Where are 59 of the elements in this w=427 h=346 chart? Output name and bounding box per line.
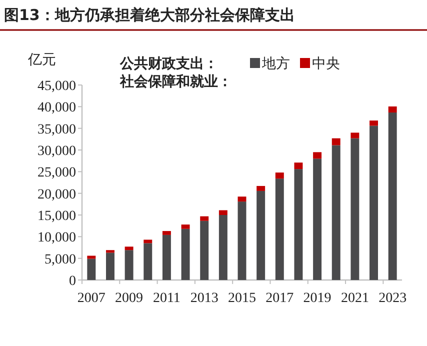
bar (313, 152, 322, 159)
bar (388, 106, 397, 113)
bar (124, 246, 134, 250)
x-tick-label: 2019 (303, 291, 332, 306)
x-tick-label: 2011 (152, 291, 180, 306)
bar (181, 224, 190, 229)
bar (313, 158, 322, 280)
bar (275, 172, 284, 179)
y-axis-title: 亿元 (27, 52, 56, 68)
bar (144, 240, 152, 244)
bar (370, 120, 378, 126)
bar (332, 138, 340, 146)
bar (200, 220, 209, 280)
text: 公共财政支出： (119, 56, 218, 72)
x-tick-label: 2009 (115, 291, 144, 306)
bar (294, 169, 303, 280)
bar (294, 162, 303, 170)
bar (106, 252, 114, 280)
legend-label: 地方 (261, 56, 290, 72)
bar (218, 210, 228, 215)
y-tick-label: 10,000 (38, 230, 76, 246)
bar (275, 178, 284, 280)
bar (256, 186, 266, 191)
bar (370, 126, 378, 280)
bar (162, 234, 171, 280)
y-tick-label: 25,000 (38, 166, 76, 181)
bar (218, 215, 228, 280)
bar (256, 190, 266, 280)
bar (388, 112, 397, 280)
chart-title: 图13：地方仍承担着绝大部分社会保障支出 (4, 6, 295, 24)
bar (200, 216, 209, 221)
bar (350, 138, 360, 280)
x-tick-label: 2007 (77, 291, 106, 306)
x-tick-label: 2015 (228, 291, 256, 306)
bar (238, 202, 246, 280)
x-tick-label: 2023 (378, 291, 407, 306)
bar (332, 145, 340, 280)
x-tick-label: 2017 (266, 291, 294, 306)
bar (181, 228, 190, 280)
y-tick-label: 5,000 (44, 252, 76, 268)
bar (106, 250, 114, 253)
bar (124, 250, 134, 280)
x-tick-label: 2021 (340, 291, 369, 306)
bar (238, 196, 246, 202)
bar (350, 132, 360, 138)
bar (87, 256, 96, 259)
y-tick-label: 0 (69, 274, 76, 289)
y-tick-label: 20,000 (38, 187, 76, 202)
y-tick-label: 30,000 (38, 144, 76, 159)
bar (144, 243, 152, 280)
y-tick-label: 40,000 (38, 100, 76, 116)
y-tick-label: 35,000 (38, 122, 76, 138)
y-tick-label: 45,000 (38, 79, 76, 94)
x-tick-label: 2013 (190, 291, 218, 306)
y-tick-label: 15,000 (38, 209, 76, 224)
annotation: 社会保障和就业： (119, 73, 232, 90)
bar (162, 231, 171, 235)
legend-label: 中央 (312, 56, 340, 72)
bar (87, 258, 96, 280)
